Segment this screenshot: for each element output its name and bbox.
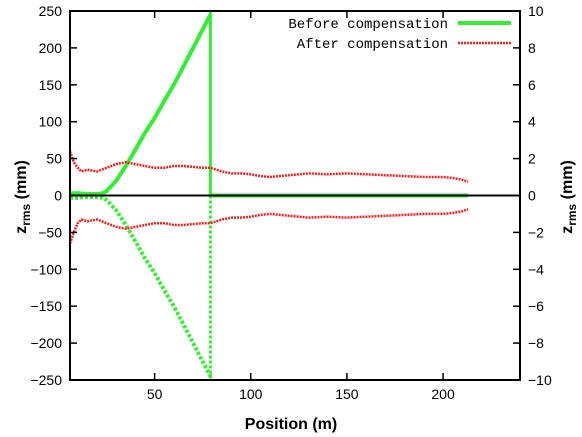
y-axis-title-left-sub: rms — [19, 203, 33, 225]
series-before-upper-line — [70, 13, 213, 196]
x-tick-label: 150 — [335, 386, 359, 402]
y-tick-label-right: 2 — [528, 151, 536, 167]
y-tick-label-right: 10 — [528, 3, 544, 19]
y-tick-label-right: 0 — [528, 188, 536, 204]
y-tick-label-right: −4 — [528, 261, 544, 277]
y-axis-title-right-sub: rms — [565, 203, 579, 225]
y-tick-label-right: 8 — [528, 40, 536, 56]
y-tick-label-right: −6 — [528, 298, 544, 314]
y-tick-label-left: −150 — [30, 298, 62, 314]
y-tick-label-left: 200 — [39, 40, 63, 56]
y-axis-title-left: zrms (mm) — [13, 160, 33, 234]
legend-label: After compensation — [297, 37, 448, 53]
y-tick-label-left: 250 — [39, 3, 63, 19]
y-axis-title-right-unit: (mm) — [559, 160, 576, 204]
y-axis-title-left-unit: (mm) — [13, 160, 30, 204]
x-tick-label: 200 — [431, 386, 455, 402]
axes — [69, 10, 521, 381]
x-tick-label: 50 — [147, 386, 163, 402]
y-tick-label-right: −8 — [528, 335, 544, 351]
y-tick-label-left: 150 — [39, 77, 63, 93]
y-tick-label-left: 50 — [46, 151, 62, 167]
x-tick-label: 100 — [239, 386, 263, 402]
y-tick-label-left: −100 — [30, 261, 62, 277]
series-before-lower-line — [70, 195, 213, 378]
y-tick-label-right: 4 — [528, 114, 536, 130]
series-after-upper-line — [68, 150, 469, 183]
y-axis-title-right: zrms (mm) — [559, 160, 579, 234]
series-after-lower-line — [68, 208, 469, 244]
y-tick-label-left: −200 — [30, 335, 62, 351]
tick-labels: −250−200−150−100−50050100150200250−10−8−… — [30, 3, 552, 402]
y-tick-label-left: 100 — [39, 114, 63, 130]
legend: Before compensation After compensation — [288, 17, 511, 53]
x-axis-title: Position (m) — [245, 416, 337, 433]
y-axis-title-right-main: z — [559, 226, 576, 234]
y-tick-label-left: −50 — [38, 224, 62, 240]
y-tick-label-right: 6 — [528, 77, 536, 93]
y-axis-title-left-main: z — [13, 226, 30, 234]
y-tick-label-left: −250 — [30, 372, 62, 388]
y-tick-label-left: 0 — [54, 188, 62, 204]
y-tick-label-right: −10 — [528, 372, 552, 388]
y-tick-label-right: −2 — [528, 224, 544, 240]
legend-label: Before compensation — [288, 17, 448, 33]
